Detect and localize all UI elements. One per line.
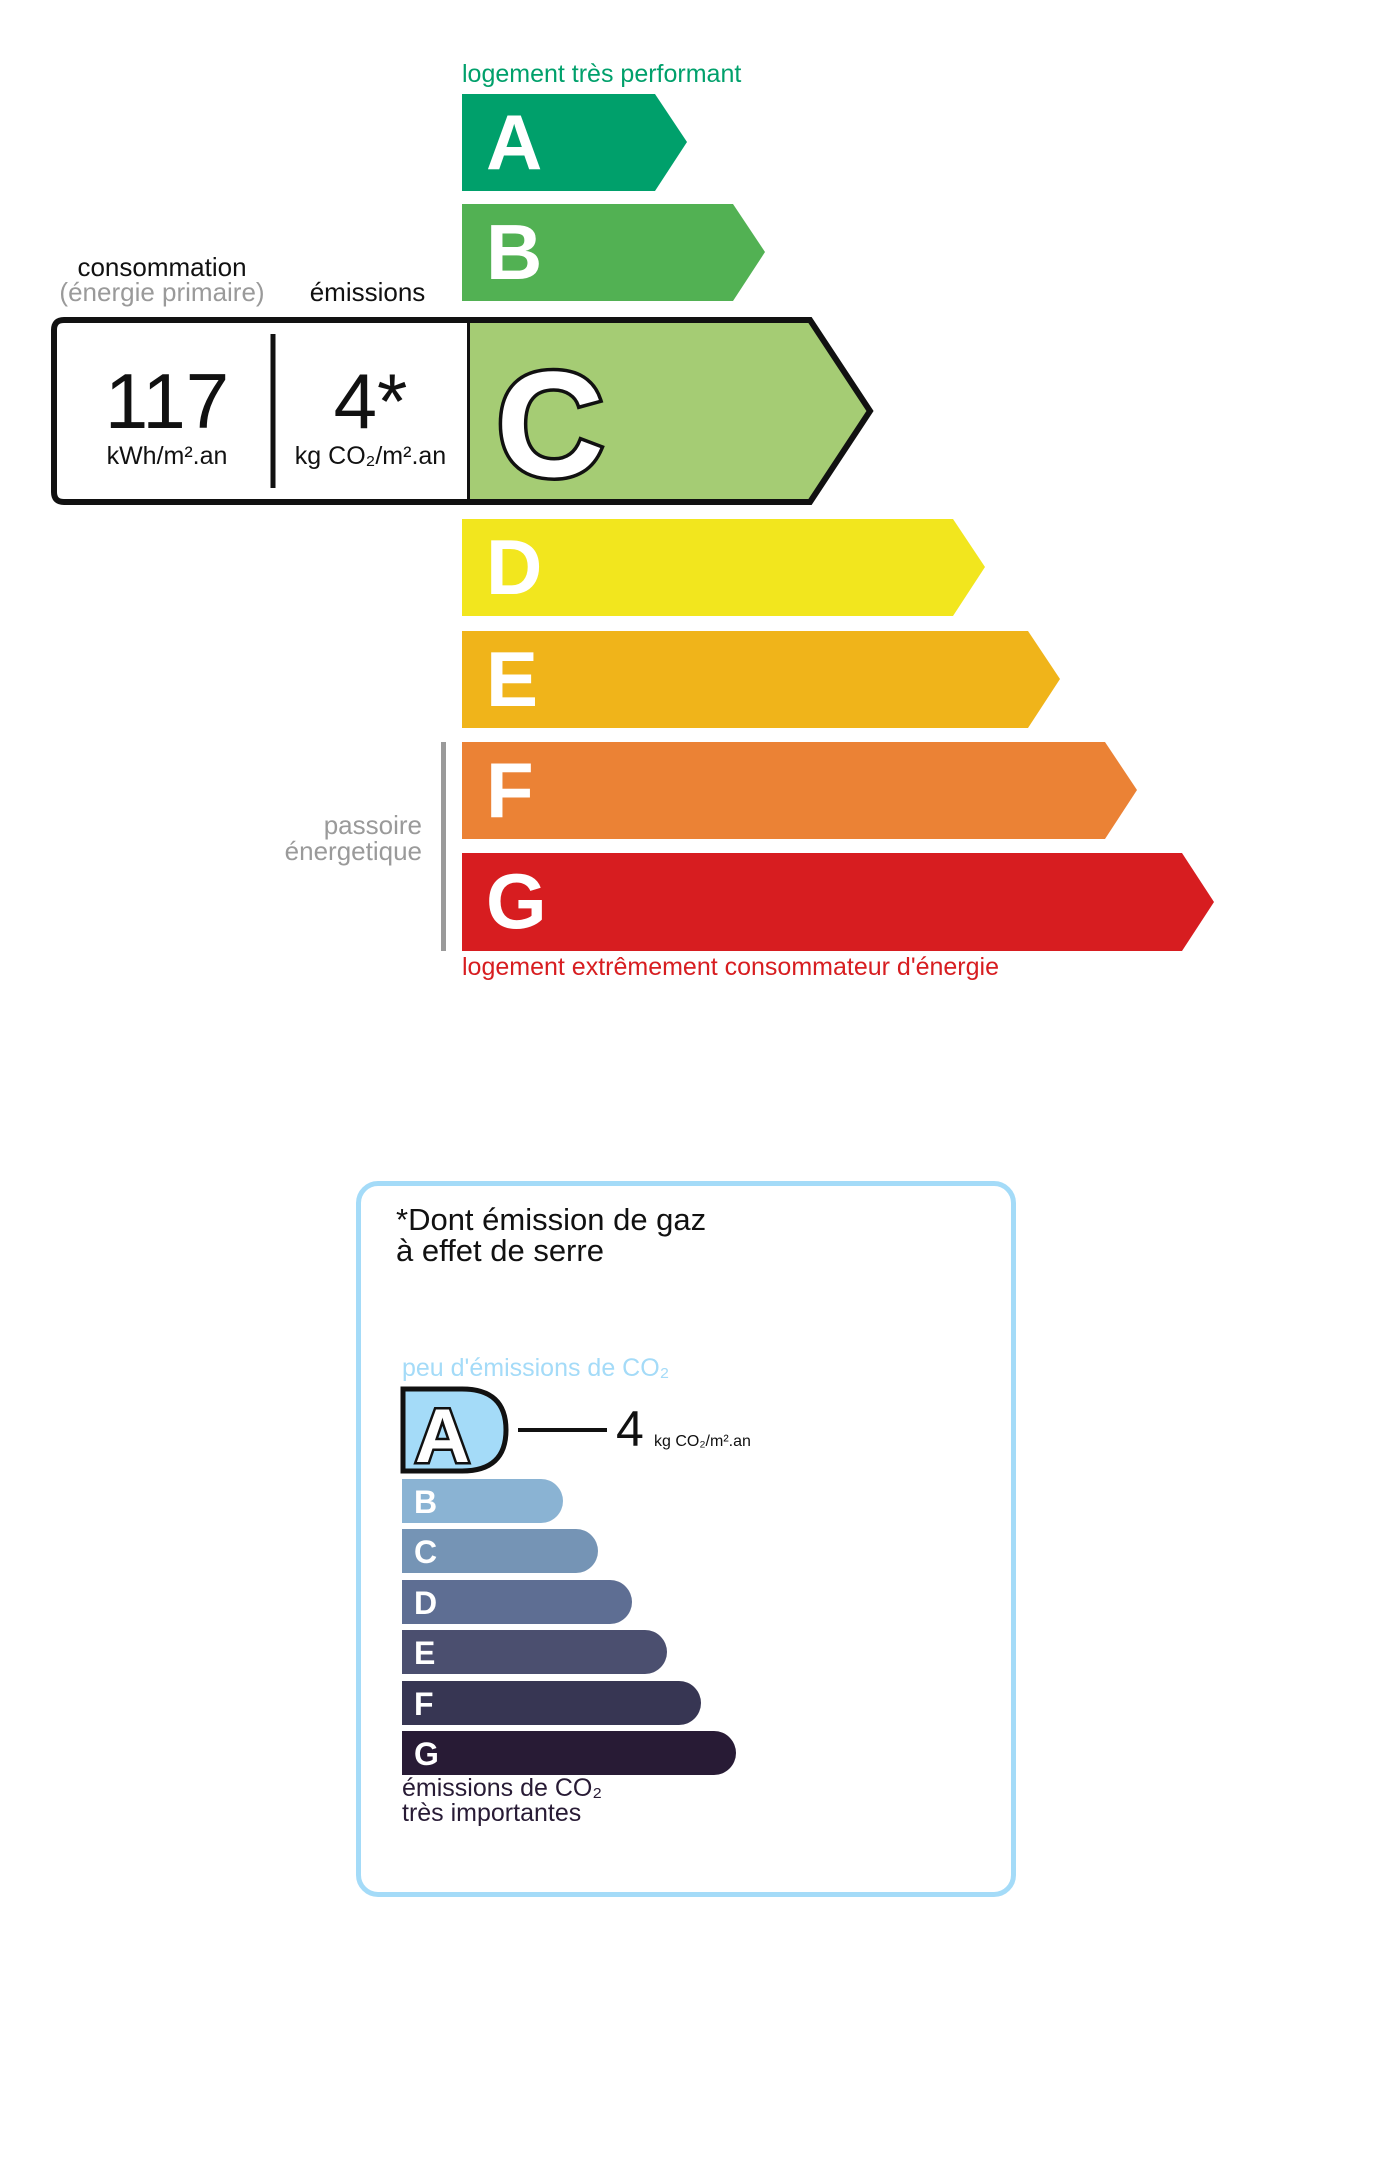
ges-active-class: A [400, 1386, 509, 1474]
ges-value-connector [518, 1428, 607, 1432]
ges-letter: F [414, 1686, 434, 1722]
consumption-subheader: (énergie primaire) [59, 277, 265, 307]
ges-value: 4 [616, 1401, 644, 1457]
consumption-unit: kWh/m².an [106, 442, 228, 470]
ges-bottom-line1: émissions de CO₂ [402, 1774, 603, 1802]
active-class-letter: C [496, 340, 604, 506]
bottom-label: logement extrêmement consommateur d'éner… [462, 953, 999, 981]
ges-letter: B [414, 1484, 438, 1520]
ges-bottom-line2: très importantes [402, 1799, 582, 1827]
ges-letter: G [414, 1736, 439, 1772]
passoire-bracket [441, 742, 446, 951]
class-bar-g: G [462, 853, 1214, 951]
ges-letter: E [414, 1635, 436, 1671]
class-letter: D [486, 523, 543, 611]
ges-letter: C [414, 1534, 438, 1570]
class-bar-b: B [462, 204, 765, 301]
consumption-header: consommation [77, 252, 247, 282]
emissions-value: 4* [333, 357, 408, 445]
class-letter: B [486, 208, 543, 296]
class-bar-f: F [462, 742, 1137, 839]
ges-title: *Dont émission de gaz à effet de serre [396, 1204, 706, 1266]
class-letter: A [486, 98, 543, 186]
consumption-value: 117 [104, 357, 230, 445]
active-class-box: C [51, 317, 874, 506]
emissions-unit: kg CO₂/m².an [294, 442, 447, 470]
ges-bar-c: C [402, 1529, 598, 1573]
bar-shape [462, 94, 687, 191]
bar-shape [462, 204, 765, 301]
top-label: logement très performant [462, 60, 742, 88]
class-bar-e: E [462, 631, 1060, 728]
ges-title-line1: *Dont émission de gaz [396, 1202, 707, 1237]
emissions-header: émissions [309, 277, 426, 307]
ges-bar-e: E [402, 1630, 667, 1674]
ges-letter: D [414, 1585, 438, 1621]
ges-bar-f: F [402, 1681, 701, 1725]
bar-shape [462, 631, 1060, 728]
ges-top-label: peu d'émissions de CO₂ [402, 1354, 670, 1382]
passoire-label: passoire énergetique [285, 812, 422, 864]
ges-title-line2: à effet de serre [396, 1233, 604, 1268]
bar-shape [462, 519, 985, 616]
class-letter: G [486, 857, 547, 945]
ges-bottom-label: émissions de CO₂ très importantes [402, 1776, 602, 1826]
ges-panel [356, 1181, 1016, 1897]
ges-bar-d: D [402, 1580, 632, 1624]
bar-shape [462, 853, 1214, 951]
passoire-line2: énergetique [284, 836, 422, 866]
class-letter: F [486, 746, 534, 834]
ges-bar-b: B [402, 1479, 563, 1523]
bar-shape [462, 742, 1137, 839]
passoire-line1: passoire [323, 810, 422, 840]
ges-bar-g: G [402, 1731, 736, 1775]
class-letter: E [486, 635, 539, 723]
ges-active-letter: A [415, 1394, 470, 1474]
ges-unit: kg CO₂/m².an [654, 1433, 751, 1450]
class-bar-a: A [462, 94, 687, 191]
class-bar-d: D [462, 519, 985, 616]
